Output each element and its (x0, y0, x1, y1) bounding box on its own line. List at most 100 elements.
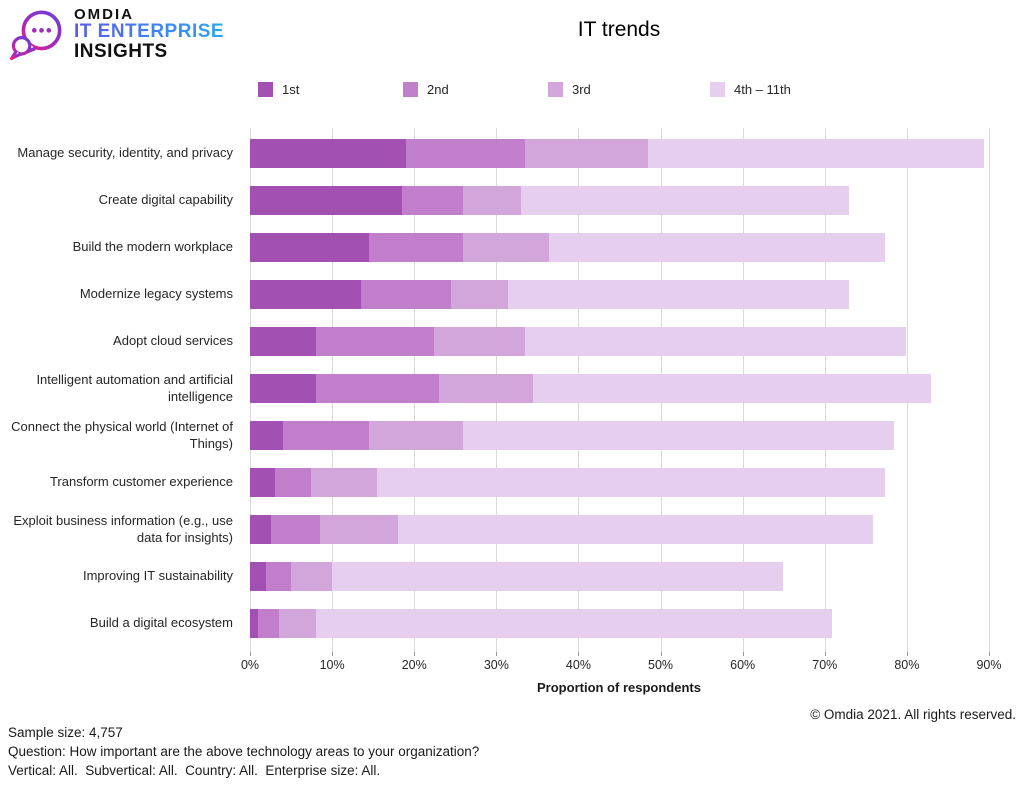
bar-segment-2nd[interactable] (405, 139, 525, 168)
bar-segment-4th–11th[interactable] (549, 233, 886, 262)
tick-mark (989, 652, 990, 656)
bar-segment-4th–11th[interactable] (463, 421, 894, 450)
bar-segment-2nd[interactable] (401, 186, 464, 215)
legend: 1st 2nd 3rd 4th – 11th (250, 82, 988, 102)
x-tick-label: 50% (648, 658, 674, 672)
x-tick-label: 40% (565, 658, 591, 672)
bar-segment-3rd[interactable] (463, 233, 550, 262)
bar-segment-1st[interactable] (250, 327, 316, 356)
bar-row: Exploit business information (e.g., use … (0, 506, 988, 553)
category-label: Connect the physical world (Internet of … (11, 419, 233, 451)
bar-track (250, 421, 988, 450)
legend-item-3rd[interactable]: 3rd (548, 82, 591, 97)
bar-segment-4th–11th[interactable] (647, 139, 984, 168)
bar-row: Manage security, identity, and privacy (0, 130, 988, 177)
bar-segment-4th–11th[interactable] (520, 186, 849, 215)
bar-segment-3rd[interactable] (311, 468, 378, 497)
bar-segment-2nd[interactable] (258, 609, 279, 638)
legend-label: 2nd (427, 82, 449, 97)
bar-segment-2nd[interactable] (270, 515, 320, 544)
bar-segment-4th–11th[interactable] (377, 468, 886, 497)
legend-item-2nd[interactable]: 2nd (403, 82, 449, 97)
legend-label: 1st (282, 82, 300, 97)
bar-segment-4th–11th[interactable] (532, 374, 931, 403)
category-label: Manage security, identity, and privacy (17, 145, 233, 161)
bar-track (250, 468, 988, 497)
filters-note: Vertical: All. Subvertical: All. Country… (8, 763, 381, 778)
bar-segment-1st[interactable] (250, 139, 406, 168)
category-label: Exploit business information (e.g., use … (13, 513, 233, 545)
bar-segment-2nd[interactable] (360, 280, 451, 309)
tick-mark (742, 652, 744, 656)
tick-mark (332, 652, 334, 656)
bar-segment-3rd[interactable] (278, 609, 316, 638)
tick-mark (660, 652, 662, 656)
legend-item-4th–11th[interactable]: 4th – 11th (710, 82, 791, 97)
x-tick-label: 80% (894, 658, 920, 672)
bar-segment-1st[interactable] (250, 515, 271, 544)
bar-segment-2nd[interactable] (368, 233, 464, 262)
bar-segment-2nd[interactable] (274, 468, 312, 497)
bar-row: Intelligent automation and artificial in… (0, 365, 988, 412)
bar-segment-1st[interactable] (250, 468, 275, 497)
category-label: Create digital capability (98, 192, 233, 208)
bar-segment-1st[interactable] (250, 562, 267, 591)
bar-track (250, 609, 988, 638)
gridline (989, 128, 990, 652)
bar-track (250, 562, 988, 591)
bar-segment-1st[interactable] (250, 374, 316, 403)
bar-segment-4th–11th[interactable] (397, 515, 874, 544)
bar-segment-4th–11th[interactable] (524, 327, 906, 356)
logo-brand: OMDIA (74, 5, 134, 23)
bar-segment-1st[interactable] (250, 233, 369, 262)
x-tick-label: 0% (240, 658, 260, 672)
omdia-logo: OMDIA IT ENTERPRISE INSIGHTS (8, 6, 224, 62)
bar-row: Transform customer experience (0, 459, 988, 506)
category-label: Intelligent automation and artificial in… (36, 372, 233, 404)
bar-segment-2nd[interactable] (266, 562, 291, 591)
category-label: Build the modern workplace (72, 239, 233, 255)
bar-segment-4th–11th[interactable] (331, 562, 783, 591)
bar-row: Build a digital ecosystem (0, 600, 988, 647)
bar-track (250, 186, 988, 215)
bar-track (250, 139, 988, 168)
bar-segment-3rd[interactable] (438, 374, 533, 403)
bar-segment-3rd[interactable] (434, 327, 525, 356)
tick-mark (578, 652, 580, 656)
bar-track (250, 327, 988, 356)
legend-label: 3rd (572, 82, 591, 97)
bar-segment-3rd[interactable] (463, 186, 521, 215)
bar-segment-3rd[interactable] (368, 421, 464, 450)
bar-segment-1st[interactable] (250, 280, 361, 309)
bar-segment-3rd[interactable] (319, 515, 398, 544)
bar-segment-3rd[interactable] (524, 139, 648, 168)
chart-title: IT trends (577, 18, 661, 41)
category-label: Modernize legacy systems (79, 286, 233, 302)
bar-segment-2nd[interactable] (282, 421, 369, 450)
legend-item-1st[interactable]: 1st (258, 82, 299, 97)
bar-segment-4th–11th[interactable] (508, 280, 849, 309)
bar-segment-3rd[interactable] (450, 280, 509, 309)
tick-mark (824, 652, 826, 656)
bar-segment-3rd[interactable] (290, 562, 332, 591)
tick-mark (496, 652, 498, 656)
bar-segment-1st[interactable] (250, 186, 402, 215)
bar-segment-2nd[interactable] (315, 327, 435, 356)
bar-chart: Manage security, identity, and privacy Cr… (0, 130, 988, 647)
x-tick-label: 90% (976, 658, 1002, 672)
tick-mark (906, 652, 908, 656)
x-axis: 0% 10% 20% 30% 40% 50% 60% 70% 80% 90% (241, 658, 1002, 674)
bar-segment-1st[interactable] (250, 609, 259, 638)
bar-segment-1st[interactable] (250, 421, 283, 450)
tick-mark (250, 652, 251, 656)
bar-segment-2nd[interactable] (315, 374, 439, 403)
category-label: Build a digital ecosystem (89, 615, 233, 631)
bar-segment-4th–11th[interactable] (315, 609, 833, 638)
bar-row: Build the modern workplace (0, 224, 988, 271)
tick-mark (414, 652, 416, 656)
legend-label: 4th – 11th (734, 82, 791, 97)
bar-track (250, 280, 988, 309)
bar-row: Improving IT sustainability (0, 553, 988, 600)
x-tick-label: 30% (483, 658, 509, 672)
